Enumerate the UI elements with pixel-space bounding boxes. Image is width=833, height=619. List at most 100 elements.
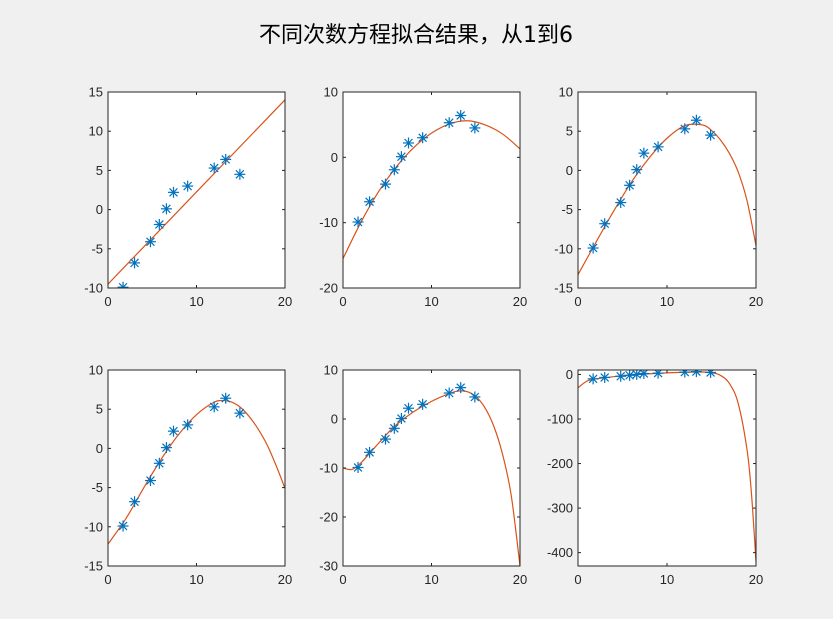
data-point — [631, 370, 643, 380]
axes-background — [108, 370, 285, 566]
y-tick-label: 5 — [96, 402, 103, 417]
data-point — [443, 117, 455, 129]
x-tick-label: 20 — [513, 572, 527, 587]
y-tick-label: -400 — [547, 545, 573, 560]
data-point — [599, 218, 611, 230]
y-tick-label: 10 — [89, 124, 103, 139]
x-tick-label: 0 — [339, 572, 346, 587]
subplot-degree-1: 0 10 20 -10 -5 0 5 10 15 — [84, 85, 292, 310]
data-point — [469, 391, 481, 403]
y-tick-label: -5 — [561, 202, 573, 217]
x-tick-label: 0 — [574, 572, 581, 587]
y-tick-label: -200 — [547, 456, 573, 471]
data-point — [167, 425, 179, 437]
data-point — [144, 475, 156, 487]
x-tick-label: 10 — [189, 572, 203, 587]
data-point — [153, 218, 165, 230]
x-tick-label: 10 — [660, 572, 674, 587]
data-point — [388, 422, 400, 434]
y-tick-label: 10 — [324, 85, 338, 100]
y-tick-label: -20 — [319, 281, 338, 296]
axes-background — [343, 370, 520, 566]
y-tick-label: 5 — [566, 124, 573, 139]
data-point — [144, 236, 156, 248]
y-tick-label: -30 — [319, 559, 338, 574]
y-tick-label: 15 — [89, 85, 103, 100]
subplot-degree-6: 0 10 20 -400 -300 -200 -100 0 — [547, 367, 763, 587]
data-point — [352, 216, 364, 228]
data-point — [379, 433, 391, 445]
subplot-degree-4: 0 10 20 -15 -10 -5 0 5 10 — [84, 363, 292, 588]
x-tick-label: 0 — [104, 294, 111, 309]
x-tick-label: 20 — [749, 294, 763, 309]
y-tick-label: -15 — [84, 559, 103, 574]
data-point — [395, 151, 407, 163]
y-tick-label: 0 — [331, 150, 338, 165]
data-point — [705, 370, 717, 378]
data-point — [652, 141, 664, 153]
subplot-degree-3: 0 10 20 -15 -10 -5 0 5 10 — [554, 85, 763, 310]
y-tick-label: -100 — [547, 412, 573, 427]
y-tick-label: 10 — [559, 85, 573, 100]
y-tick-label: 0 — [566, 367, 573, 382]
fit-curve — [343, 120, 520, 259]
plot-area — [578, 370, 756, 562]
figure-title: 不同次数方程拟合结果，从1到6 — [259, 23, 573, 48]
y-tick-label: -10 — [84, 281, 103, 296]
y-tick-label: 5 — [96, 163, 103, 178]
data-point — [599, 371, 611, 383]
data-point — [208, 401, 220, 413]
y-tick-label: -5 — [91, 241, 103, 256]
fit-curve — [578, 123, 756, 275]
data-point — [587, 242, 599, 254]
data-point — [129, 496, 141, 508]
data-point — [638, 370, 650, 379]
axes-background — [108, 92, 285, 288]
y-tick-label: -20 — [319, 510, 338, 525]
data-point — [364, 196, 376, 208]
data-point — [624, 179, 636, 191]
data-point — [395, 413, 407, 425]
data-point — [208, 162, 220, 174]
data-point — [379, 178, 391, 190]
data-point — [352, 462, 364, 474]
data-point — [160, 203, 172, 215]
data-point — [220, 392, 232, 404]
plot-area — [578, 114, 756, 275]
data-point — [220, 153, 232, 165]
axes-background — [578, 370, 756, 566]
y-tick-label: 0 — [96, 202, 103, 217]
data-point — [469, 122, 481, 134]
data-point — [364, 446, 376, 458]
x-tick-label: 20 — [513, 294, 527, 309]
y-tick-label: -10 — [84, 519, 103, 534]
y-tick-label: 10 — [324, 363, 338, 378]
y-tick-label: 0 — [96, 441, 103, 456]
data-point — [234, 407, 246, 419]
data-point — [455, 382, 467, 394]
data-point — [705, 129, 717, 141]
y-tick-label: -10 — [554, 241, 573, 256]
y-tick-label: -5 — [91, 480, 103, 495]
data-point — [182, 419, 194, 431]
data-point — [615, 197, 627, 209]
axes-background — [578, 92, 756, 288]
data-point — [690, 114, 702, 126]
x-tick-label: 10 — [660, 294, 674, 309]
y-tick-label: 0 — [331, 412, 338, 427]
data-point — [234, 168, 246, 180]
x-tick-label: 10 — [189, 294, 203, 309]
data-point — [455, 110, 467, 122]
data-point — [129, 257, 141, 269]
x-tick-label: 0 — [339, 294, 346, 309]
y-tick-label: -10 — [319, 215, 338, 230]
data-point — [443, 387, 455, 399]
x-tick-label: 10 — [424, 294, 438, 309]
data-point — [182, 180, 194, 192]
x-tick-label: 20 — [278, 294, 292, 309]
data-point — [388, 164, 400, 176]
data-point — [587, 373, 599, 385]
data-point — [679, 123, 691, 135]
data-point — [153, 457, 165, 469]
